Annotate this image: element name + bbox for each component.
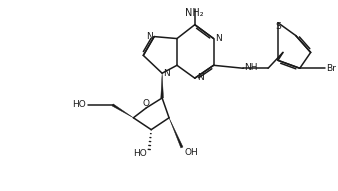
Text: S: S [275,22,281,31]
Polygon shape [112,104,134,118]
Text: NH: NH [244,63,258,72]
Text: N: N [146,32,153,41]
Text: N: N [197,73,203,82]
Text: N: N [216,34,222,43]
Text: HO: HO [133,149,147,158]
Text: N: N [164,69,170,78]
Text: HO: HO [72,100,86,109]
Text: NH₂: NH₂ [186,8,204,18]
Text: Br: Br [326,64,336,73]
Polygon shape [169,118,183,148]
Text: OH: OH [185,148,198,157]
Polygon shape [161,73,164,98]
Text: O: O [142,99,149,108]
